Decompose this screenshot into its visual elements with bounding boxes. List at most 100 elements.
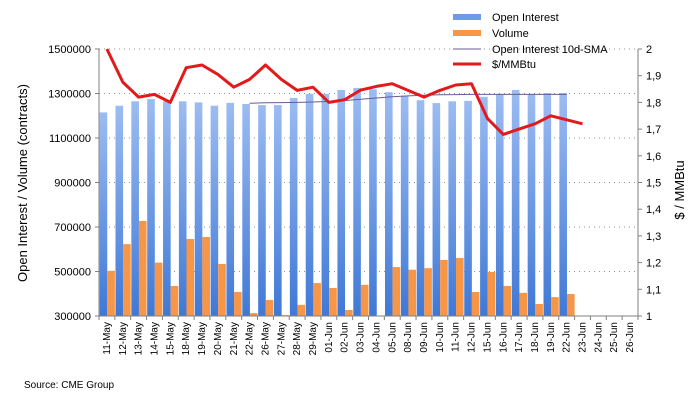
open-interest-bar xyxy=(543,93,552,317)
open-interest-bar xyxy=(369,89,377,317)
x-tick-label: 20-May xyxy=(213,322,224,355)
volume-bar xyxy=(408,269,417,316)
volume-bar xyxy=(265,299,274,316)
open-interest-bar xyxy=(321,93,330,316)
x-tick-label: 23-Jun xyxy=(578,322,589,353)
open-interest-bar xyxy=(242,103,250,317)
right-tick-label: 1,3 xyxy=(646,231,661,243)
legend-label-open-interest: Open Interest xyxy=(492,12,559,24)
volume-bar xyxy=(440,259,448,316)
legend-label-price: $/MMBtu xyxy=(492,59,536,71)
volume-bar xyxy=(313,283,321,316)
volume-bar xyxy=(456,257,464,316)
x-tick-label: 12-Jun xyxy=(467,322,478,353)
open-interest-bar xyxy=(131,101,139,316)
left-tick-label: 900000 xyxy=(54,178,91,190)
open-interest-bar xyxy=(258,105,266,316)
open-interest-bar xyxy=(480,96,488,317)
x-tick-label: 15-Jun xyxy=(482,322,493,353)
open-interest-bar xyxy=(147,99,155,316)
right-tick-label: 1 xyxy=(646,311,652,323)
volume-bar xyxy=(424,268,432,316)
volume-bar xyxy=(154,262,163,316)
open-interest-bar xyxy=(178,101,187,316)
right-tick-label: 1,4 xyxy=(646,204,661,216)
right-axis-ticks: 2 1,9 1,8 1,7 1,6 1,5 1,4 1,3 1,2 1,1 1 xyxy=(638,44,661,323)
open-interest-bar xyxy=(274,105,282,316)
x-tick-label: 14-May xyxy=(149,322,160,355)
right-tick-label: 1,6 xyxy=(646,151,661,163)
legend-label-volume: Volume xyxy=(492,28,529,40)
x-tick-label: 24-Jun xyxy=(593,322,604,353)
open-interest-bar xyxy=(527,93,536,316)
open-interest-bar xyxy=(511,89,520,316)
legend-label-sma: Open Interest 10d-SMA xyxy=(492,44,608,56)
open-interest-bar xyxy=(416,100,425,316)
volume-bar xyxy=(107,270,115,316)
volume-bar xyxy=(249,313,258,316)
left-axis-title: Open Interest / Volume (contracts) xyxy=(15,84,30,282)
open-interest-bar xyxy=(384,92,393,316)
legend-swatch-volume xyxy=(453,30,481,36)
legend: Open Interest Volume Open Interest 10d-S… xyxy=(453,12,608,71)
volume-bar xyxy=(535,303,543,316)
left-tick-label: 1100000 xyxy=(49,133,91,145)
volume-bar xyxy=(138,220,147,316)
x-tick-label: 16-Jun xyxy=(498,322,509,353)
volume-bar xyxy=(566,293,575,316)
x-tick-label: 17-Jun xyxy=(514,322,525,353)
volume-bar xyxy=(123,244,131,316)
open-interest-bar xyxy=(495,93,504,316)
price-line xyxy=(105,48,583,136)
open-interest-bar xyxy=(432,103,441,316)
x-tick-label: 02-Jun xyxy=(340,322,351,353)
x-tick-label: 08-Jun xyxy=(403,322,414,353)
volume-bar xyxy=(345,309,353,316)
x-tick-label: 26-May xyxy=(260,322,271,355)
x-tick-label: 01-Jun xyxy=(324,322,335,353)
x-tick-label: 29-May xyxy=(308,322,319,355)
x-tick-label: 12-May xyxy=(118,322,129,355)
x-tick-label: 04-Jun xyxy=(371,322,382,353)
right-tick-label: 2 xyxy=(646,44,652,56)
open-interest-bar xyxy=(289,97,298,316)
left-axis-ticks: 1500000 1300000 1100000 900000 700000 500000 3… xyxy=(48,44,99,323)
x-tick-label: 26-Jun xyxy=(625,322,636,353)
open-interest-bar xyxy=(337,89,346,316)
x-tick-label: 28-May xyxy=(292,322,303,355)
x-tick-label: 15-May xyxy=(165,322,176,355)
x-tick-label: 10-Jun xyxy=(435,322,446,353)
volume-bar xyxy=(551,297,559,316)
open-interest-bar xyxy=(163,101,171,316)
sma-line xyxy=(249,93,567,104)
open-interest-bar xyxy=(115,105,124,316)
x-tick-label: 19-Jun xyxy=(546,322,557,353)
x-tick-label: 22-Jun xyxy=(562,322,573,353)
open-interest-bars xyxy=(99,87,567,317)
volume-bar xyxy=(487,271,496,316)
x-tick-label: 19-May xyxy=(197,322,208,355)
volume-bar xyxy=(519,292,528,316)
open-interest-bar xyxy=(400,95,409,316)
right-tick-label: 1,5 xyxy=(646,178,661,190)
volume-bar xyxy=(218,263,226,316)
volume-bar xyxy=(471,291,480,316)
left-tick-label: 500000 xyxy=(54,267,91,279)
open-interest-bar xyxy=(210,105,219,316)
source-note: Source: CME Group xyxy=(24,380,115,391)
volume-bar xyxy=(234,291,242,316)
x-axis-ticks: 11-May 12-May 13-May 14-May 15-May 18-May 19-M… xyxy=(98,316,639,355)
x-tick-label: 05-Jun xyxy=(387,322,398,353)
right-tick-label: 1,9 xyxy=(646,71,661,83)
right-tick-label: 1,7 xyxy=(646,124,661,136)
x-tick-label: 09-Jun xyxy=(419,322,430,353)
x-tick-label: 11-Jun xyxy=(451,322,462,352)
volume-bars xyxy=(107,220,575,316)
volume-bar xyxy=(392,267,401,316)
volume-bar xyxy=(329,287,337,316)
open-interest-bar xyxy=(194,102,203,317)
open-interest-bar xyxy=(99,112,108,316)
x-tick-label: 18-Jun xyxy=(530,322,541,353)
right-axis-title: $ / MMBtu xyxy=(672,160,687,219)
open-interest-bar xyxy=(305,93,314,316)
